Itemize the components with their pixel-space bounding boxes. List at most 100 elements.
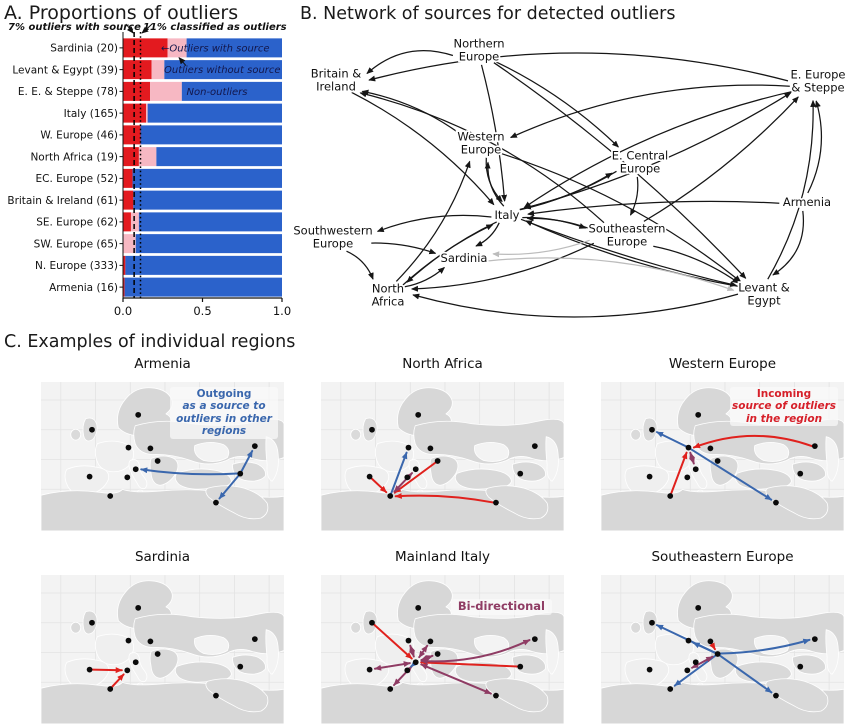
base-map [41, 575, 284, 724]
svg-text:Outliers without source: Outliers without source [164, 65, 281, 76]
map-card-sardinia: Sardinia [41, 549, 284, 724]
map-sardinia [41, 575, 284, 724]
network-edges [346, 49, 823, 318]
map-svg-3 [41, 575, 284, 724]
arrow-italy-to-sardinia [410, 660, 418, 668]
annotation-7pct-outliers-with-source: 7% outliers with source [8, 22, 141, 33]
map-title: Armenia [134, 356, 191, 372]
dot-se_europe [714, 458, 721, 464]
dot-britain [649, 619, 655, 626]
dot-levant [773, 692, 779, 699]
dot-sw_europe [86, 473, 93, 480]
dot-w_europe [125, 637, 132, 644]
arrow-se_europe-to-w_europe [692, 641, 716, 654]
svg-text:W. Europe (46): W. Europe (46) [40, 130, 118, 142]
network-node-sw_europe: Southwestern Europe [293, 224, 372, 251]
map-arrows [655, 431, 813, 501]
arrow-n_africa-to-sardinia [111, 673, 125, 688]
map-title: North Africa [402, 356, 483, 372]
arrow-armenia-to-italy [140, 467, 239, 476]
dot-n_europe [695, 604, 702, 611]
map-title: Western Europe [668, 356, 777, 372]
map-mainland-italy: Bi-directional [321, 575, 564, 724]
dot-se_europe [154, 651, 161, 657]
dot-ec_europe [147, 638, 154, 645]
dot-ee_steppe [811, 443, 818, 449]
arrow-britain-to-italy [373, 623, 413, 660]
dot-britain [369, 619, 375, 626]
arrow-levant-to-n_africa [394, 492, 494, 504]
arrow-se_europe-to-ee_steppe [719, 638, 811, 655]
svg-text:E. E. & Steppe (78): E. E. & Steppe (78) [18, 86, 118, 98]
region-dots [86, 604, 258, 699]
dot-armenia [517, 470, 524, 477]
dot-britain [649, 426, 655, 433]
sources-network-diagram: Northern Europe Britain & Ireland E. Europe &… [292, 35, 847, 318]
dot-levant [493, 692, 499, 699]
map-arrows [140, 449, 254, 500]
arrow-italy-to-w_europe [689, 451, 696, 465]
dot-sardinia [404, 667, 411, 674]
bar-rows: Sardinia (20) Levant & Egypt (39) E. E. & … [7, 38, 282, 297]
arrow-ec_europe-to-se_europe [709, 642, 716, 651]
map-card-southeastern-europe: Southeastern Europe [601, 549, 844, 724]
svg-text:0.0: 0.0 [114, 304, 132, 318]
dot-w_europe [685, 444, 692, 451]
dot-armenia [517, 663, 524, 670]
region-dots [366, 411, 538, 506]
map-svg-4 [321, 575, 564, 724]
base-map [321, 575, 564, 724]
dot-n_africa [107, 493, 114, 499]
dot-sw_europe [646, 473, 653, 480]
dot-armenia [237, 663, 244, 670]
svg-text:N. Europe (333): N. Europe (333) [35, 260, 118, 272]
dot-n_africa [387, 686, 394, 692]
network-node-sardinia: Sardinia [441, 251, 488, 265]
arrow-sw_europe-to-sardinia [91, 667, 123, 674]
panel-b-title: B. Network of sources for detected outli… [300, 4, 676, 24]
dot-italy [412, 466, 419, 473]
dot-levant [213, 499, 219, 506]
region-dots [646, 411, 818, 506]
arrow-n_africa-to-w_europe [670, 451, 688, 495]
network-node-britain: Britain & Ireland [311, 67, 362, 94]
arrow-italy-to-sw_europe [373, 661, 411, 671]
dot-armenia [797, 470, 804, 477]
map-arrows [655, 624, 811, 694]
svg-text:0.5: 0.5 [193, 304, 211, 318]
map-svg-1 [321, 382, 564, 531]
arrow-n_africa-to-italy [393, 472, 414, 493]
dot-w_europe [125, 444, 132, 451]
map-north-africa [321, 382, 564, 531]
network-node-levant: Levant & Egypt [738, 281, 790, 308]
region-dots [646, 604, 818, 699]
dot-sw_europe [646, 666, 653, 673]
dot-n_europe [135, 411, 142, 418]
dot-w_europe [685, 637, 692, 644]
outgoing-annotation: Outgoing as a source to outliers in othe… [170, 387, 278, 439]
network-node-ec_europe: E. Central Europe [612, 149, 668, 176]
dot-sardinia [124, 474, 131, 481]
svg-text:EC. Europe (52): EC. Europe (52) [36, 173, 118, 185]
dot-n_europe [415, 604, 422, 611]
arrow-armenia-to-ee_steppe [240, 449, 254, 472]
map-title: Sardinia [134, 549, 191, 565]
base-map [601, 575, 844, 724]
dot-ec_europe [707, 638, 714, 645]
map-southeastern-europe [601, 575, 844, 724]
dot-italy [692, 659, 699, 666]
dot-italy [412, 659, 419, 666]
dot-ee_steppe [531, 443, 538, 449]
arrow-sw_europe-to-n_africa [370, 477, 388, 494]
dot-britain [89, 426, 95, 433]
svg-text:←Outliers with source: ←Outliers with source [161, 43, 270, 54]
network-node-se_europe: Southeastern Europe [589, 222, 666, 249]
arrow-italy-to-levant [420, 663, 492, 695]
dot-britain [89, 619, 95, 626]
network-node-w_europe: Western Europe [457, 130, 504, 157]
dot-ee_steppe [251, 443, 258, 449]
network-node-armenia: Armenia [783, 195, 831, 209]
proportions-bar-chart: Sardinia (20) Levant & Egypt (39) E. E. & … [7, 23, 291, 318]
annotation-11pct-classified-outliers: 11% classified as outliers [143, 22, 287, 33]
dot-w_europe [405, 444, 412, 451]
